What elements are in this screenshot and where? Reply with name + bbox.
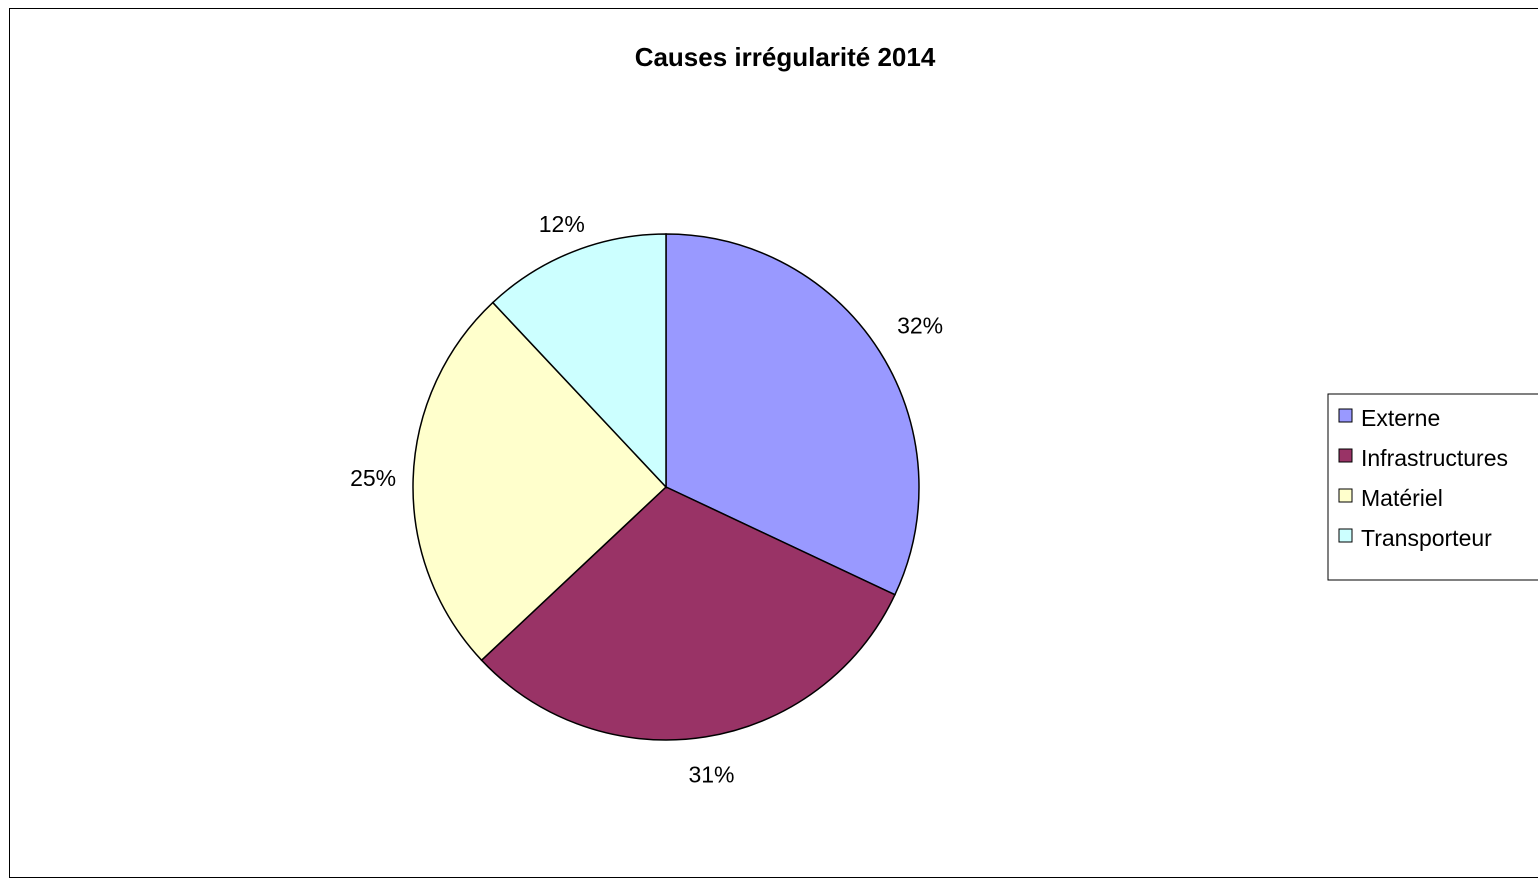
pie-data-labels: 32% 31% 25% 12% <box>350 211 943 788</box>
pie-slice-transporteur <box>491 233 667 489</box>
data-label-transporteur: 12% <box>539 211 585 237</box>
legend-label-matriel: Matériel <box>1361 485 1443 511</box>
legend-label-infrastructures: Infrastructures <box>1361 445 1508 471</box>
legend-swatch-matriel <box>1338 488 1353 503</box>
legend-label-externe: Externe <box>1361 405 1440 431</box>
pie-slice-externe <box>665 233 920 596</box>
legend-label-transporteur: Transporteur <box>1361 525 1492 551</box>
legend: Externe Infrastructures Matériel Transporte… <box>1327 393 1538 581</box>
pie-slice-infrastructures <box>480 486 896 741</box>
legend-swatch-externe <box>1338 408 1353 423</box>
pie-slice-matriel <box>412 301 668 662</box>
data-label-matriel: 25% <box>350 465 396 491</box>
data-label-externe: 32% <box>897 313 943 339</box>
legend-box <box>1327 393 1538 581</box>
data-label-infrastructures: 31% <box>688 761 734 787</box>
chart-title: Causes irrégularité 2014 <box>635 42 936 72</box>
legend-swatch-transporteur <box>1338 528 1353 543</box>
pie-slices <box>412 233 920 741</box>
legend-swatch-infrastructures <box>1338 448 1353 463</box>
